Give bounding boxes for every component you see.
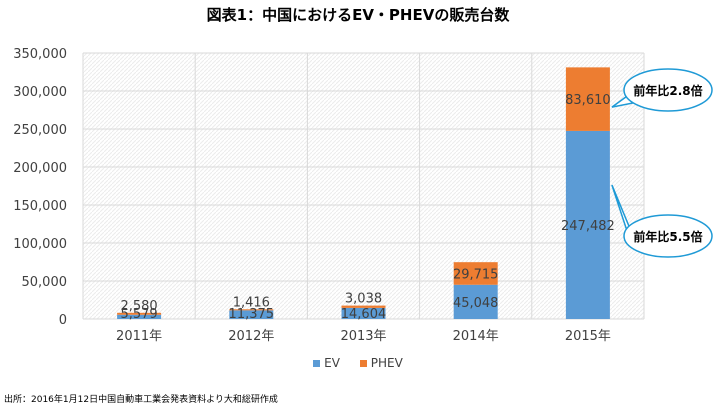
data-label-ev: 14,604 [341,307,387,322]
data-label-ev: 5,579 [120,307,157,322]
legend-swatch-phev [359,360,367,367]
legend-label-phev: PHEV [370,356,403,370]
callout-ev-text: 前年比5.5倍 [633,229,702,244]
data-label-ev: 11,375 [229,307,275,322]
callout-ev-pointer-mask [629,238,640,249]
y-tick-label: 200,000 [13,161,67,176]
y-tick-label: 0 [59,313,67,328]
y-tick-label: 150,000 [13,199,67,214]
bar-ev [229,310,274,319]
data-label-ev: 45,048 [453,296,499,311]
y-tick-label: 350,000 [13,47,67,62]
bar-phev [453,262,498,285]
callout-ev-bubble [623,214,713,258]
legend-item-ev: EV [313,356,340,370]
bar-phev [341,305,386,308]
bar-ev [117,314,162,319]
y-tick-label: 50,000 [22,275,68,290]
data-label-phev: 29,715 [453,267,499,282]
callout-phev-pointer-mask [629,92,640,103]
x-tick-label: 2012年 [228,329,274,344]
y-tick-label: 100,000 [13,237,67,252]
data-label-phev: 3,038 [345,292,382,307]
bar-phev [229,309,274,311]
data-label-ev: 247,482 [561,219,615,234]
data-label-phev: 2,580 [120,299,157,314]
y-tick-label: 250,000 [13,123,67,138]
x-tick-label: 2011年 [116,329,162,344]
callout-phev-text: 前年比2.8倍 [633,83,702,98]
callout-phev-bubble [623,68,713,112]
bar-ev [341,307,386,319]
plot-area [83,53,644,319]
y-tick-label: 300,000 [13,85,67,100]
chart-title: 図表1：中国におけるEV・PHEVの販売台数 [206,6,510,24]
legend-label-ev: EV [324,356,340,370]
source-note: 出所：2016年1月12日中国自動車工業会発表資料より大和総研作成 [4,395,278,405]
legend-item-phev: PHEV [359,356,403,370]
bar-phev [565,67,610,131]
legend-swatch-ev [313,360,321,367]
bar-ev [453,284,498,319]
data-label-phev: 1,416 [233,295,270,310]
legend: EV PHEV [0,356,716,370]
x-tick-label: 2014年 [453,329,499,344]
bar-ev [565,130,610,319]
x-tick-label: 2013年 [340,329,386,344]
bar-phev [117,312,162,315]
data-label-phev: 83,610 [565,93,611,108]
x-tick-label: 2015年 [565,329,611,344]
